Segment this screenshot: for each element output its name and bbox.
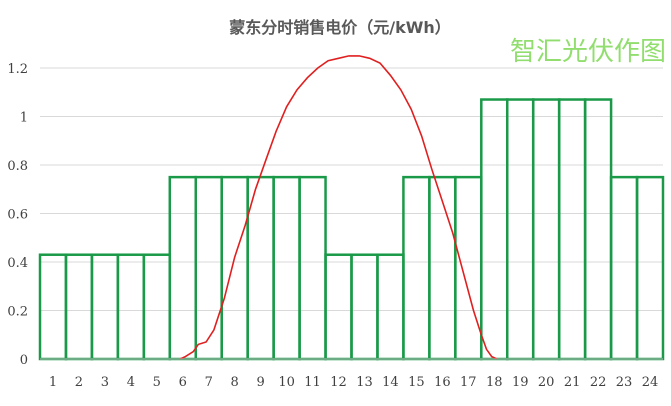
y-tick-label: 0	[20, 353, 28, 368]
x-tick-label: 1	[49, 375, 57, 390]
x-tick-label: 2	[75, 375, 83, 390]
x-tick-label: 10	[278, 375, 295, 390]
price-bar	[480, 98, 509, 361]
price-bar	[168, 175, 198, 361]
x-tick-label: 9	[257, 375, 265, 390]
x-tick-label: 17	[460, 375, 477, 390]
price-bar	[142, 253, 172, 361]
price-bar	[583, 98, 613, 361]
y-tick-labels: 0 0.2 0.4 0.6 0.8 1 1.2	[7, 62, 28, 368]
x-tick-label: 12	[330, 375, 347, 390]
price-bar	[220, 175, 249, 361]
price-bar	[531, 98, 561, 361]
pv-curve-layer	[179, 55, 498, 360]
x-tick-label: 11	[304, 375, 321, 390]
price-bar	[38, 253, 68, 361]
x-tick-label: 24	[642, 375, 659, 390]
x-tick-label: 7	[205, 375, 213, 390]
y-tick-label: 0.8	[7, 159, 28, 174]
price-bars	[38, 98, 665, 361]
price-bar	[350, 253, 379, 361]
price-bar	[64, 253, 94, 361]
price-bar	[428, 175, 457, 361]
x-tick-label: 5	[153, 375, 161, 390]
x-tick-label: 13	[356, 375, 373, 390]
price-bar	[272, 175, 301, 361]
y-tick-label: 0.4	[7, 256, 28, 271]
y-tick-label: 0.2	[7, 305, 28, 320]
x-tick-label: 22	[590, 375, 607, 390]
price-bar	[635, 175, 665, 361]
x-tick-label: 19	[512, 375, 529, 390]
price-bar	[609, 175, 639, 361]
x-tick-label: 16	[434, 375, 451, 390]
price-bar	[298, 175, 327, 361]
chart-title: 蒙东分时销售电价（元/kWh）	[229, 18, 451, 37]
x-tick-label: 20	[538, 375, 555, 390]
x-tick-label: 3	[101, 375, 109, 390]
x-tick-label: 8	[231, 375, 239, 390]
x-tick-label: 23	[616, 375, 633, 390]
y-tick-label: 1.2	[7, 62, 28, 77]
x-tick-label: 6	[179, 375, 187, 390]
y-tick-label: 1	[20, 111, 28, 126]
price-bar	[90, 253, 120, 361]
price-bar	[376, 253, 405, 361]
y-tick-label: 0.6	[7, 208, 28, 223]
x-tick-labels: 1 2 3 4 5 6 7 8 9 10 11 12 13 14 15 16 17 18 19 20 21 22 23 24	[49, 375, 658, 390]
price-bar	[324, 253, 353, 361]
x-tick-label: 18	[486, 375, 503, 390]
price-bar	[402, 175, 431, 361]
price-bar	[116, 253, 146, 361]
watermark-text: 智汇光伏作图	[510, 37, 666, 67]
price-bar	[506, 98, 535, 361]
pv-output-curve	[179, 55, 498, 360]
x-tick-label: 14	[382, 375, 399, 390]
x-tick-label: 4	[127, 375, 135, 390]
price-bar	[454, 175, 483, 361]
price-bar	[557, 98, 587, 361]
x-tick-label: 21	[564, 375, 581, 390]
x-tick-label: 15	[408, 375, 425, 390]
price-bar	[194, 175, 223, 361]
